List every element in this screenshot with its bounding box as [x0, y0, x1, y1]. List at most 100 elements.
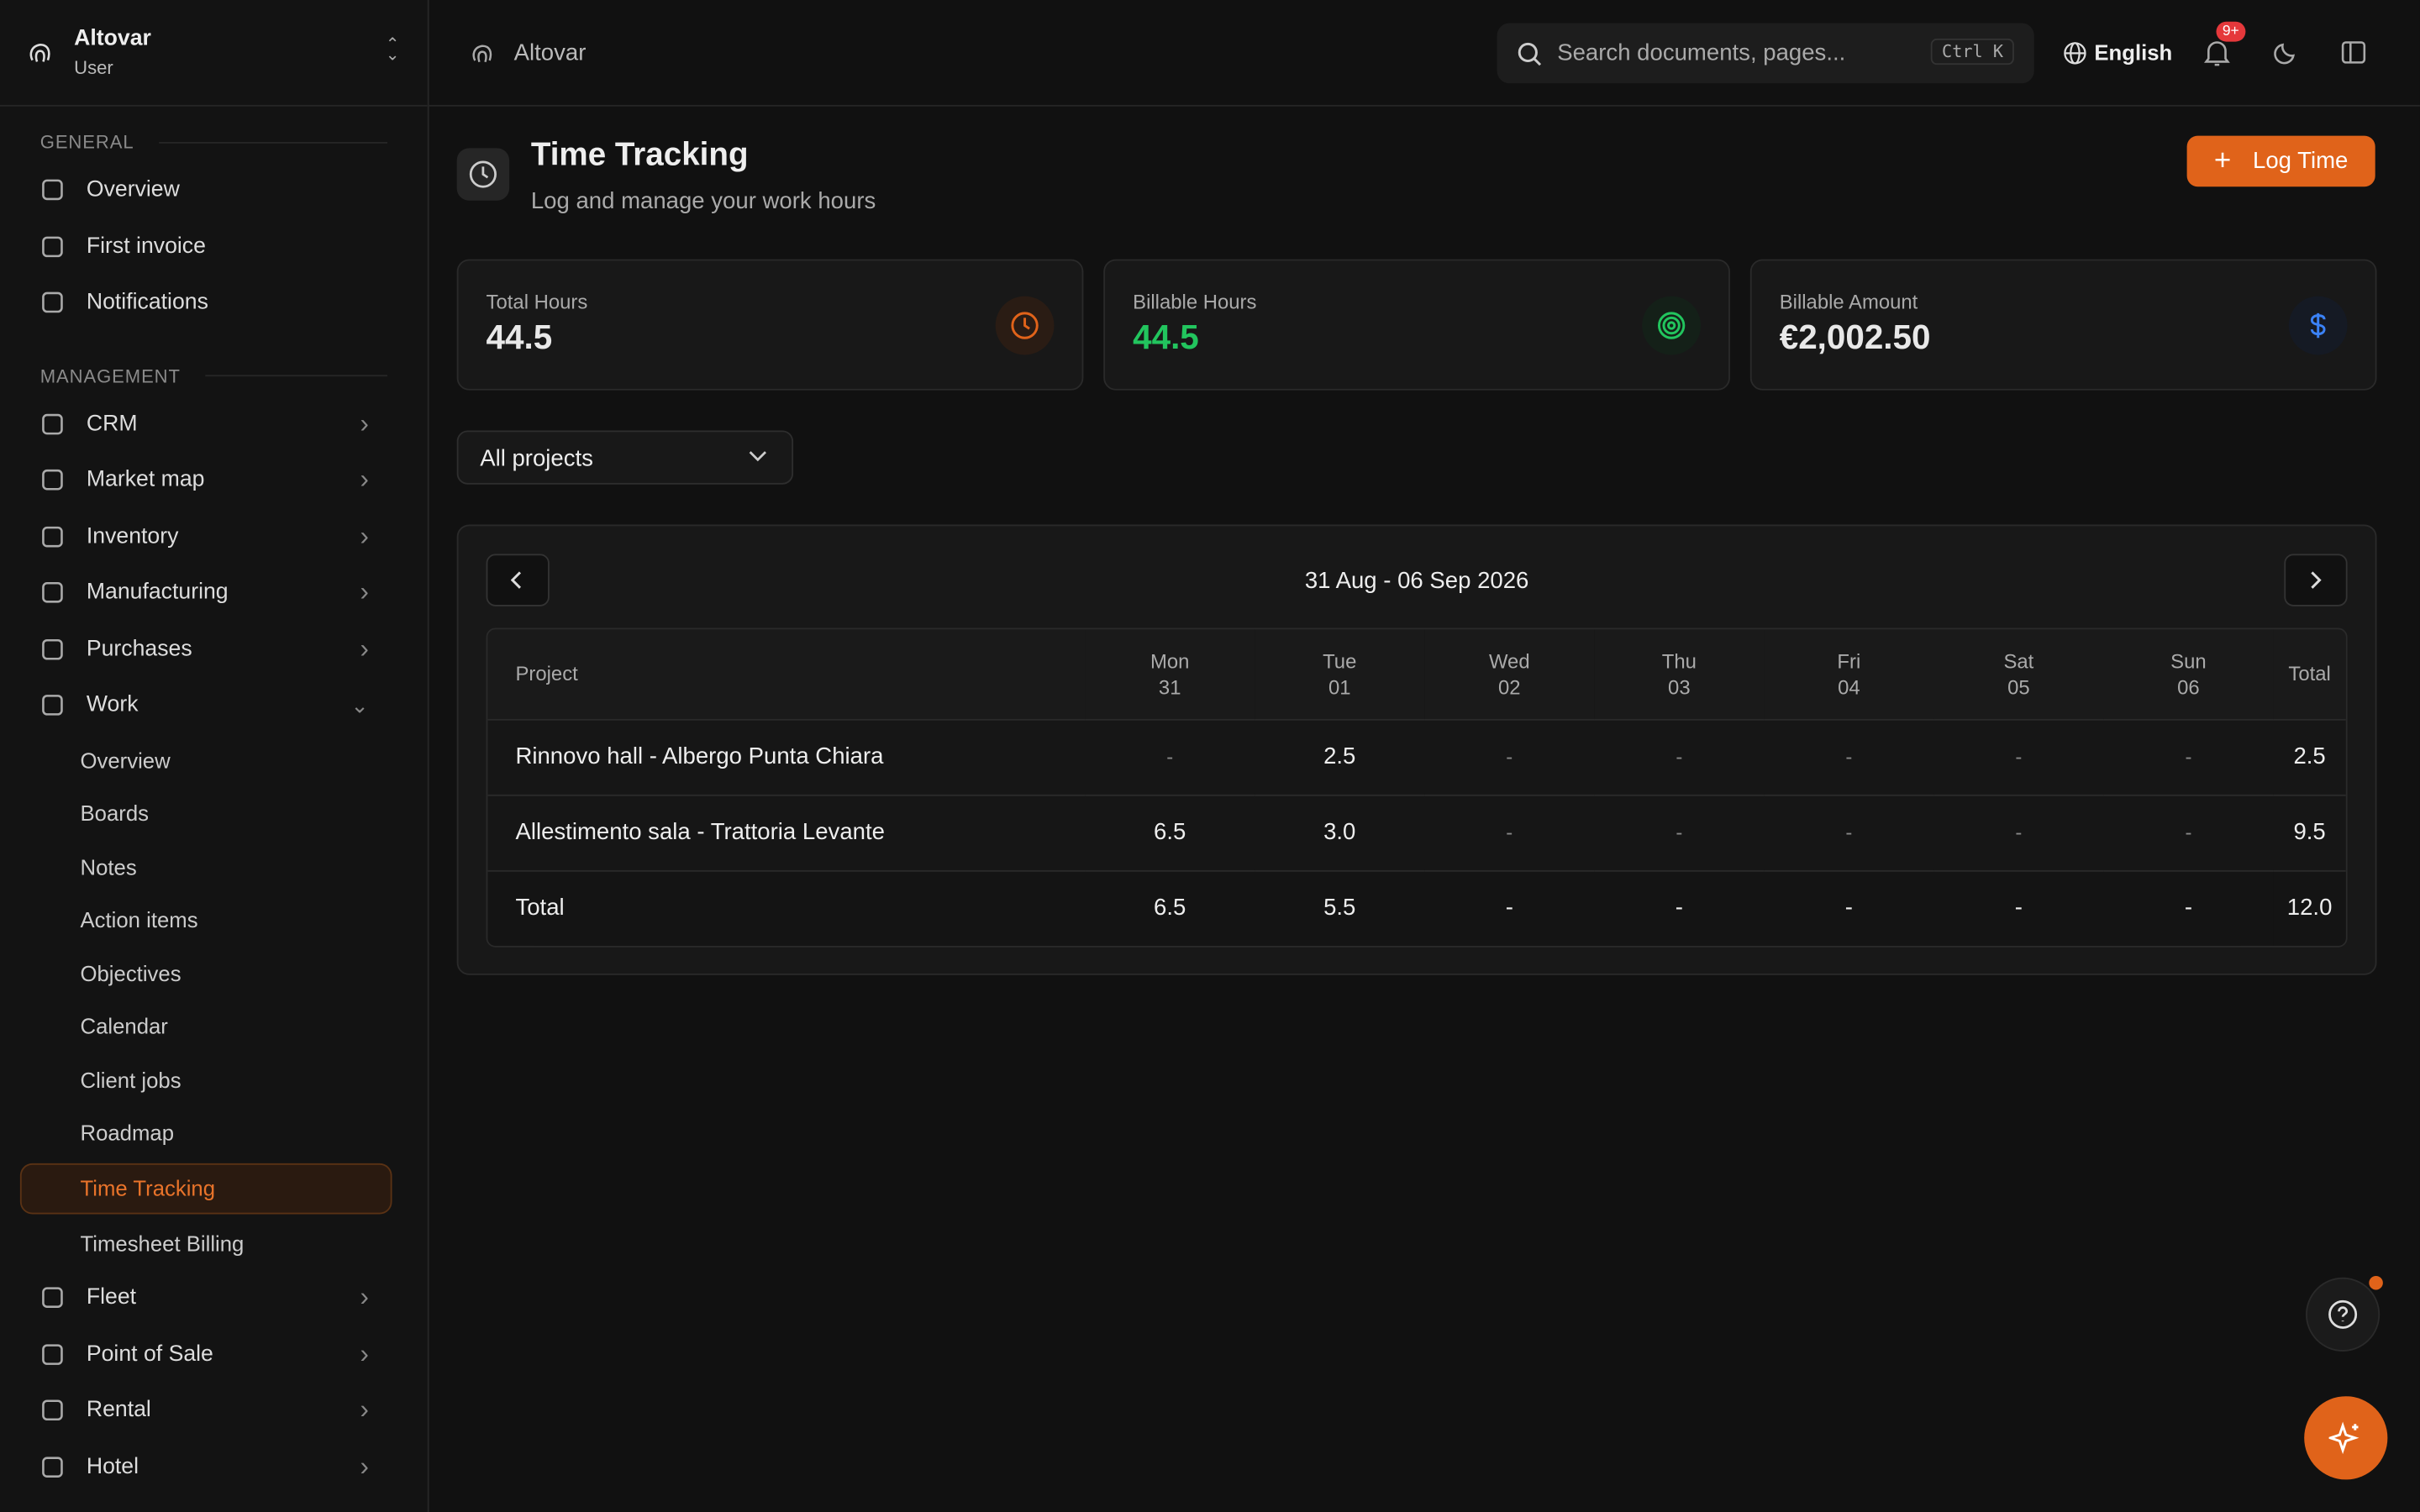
- section-title: GENERAL: [40, 131, 387, 153]
- nav-item[interactable]: First invoice: [0, 218, 428, 275]
- nav-label: CRM: [86, 411, 138, 437]
- nav-item[interactable]: Hotel ›: [0, 1439, 428, 1495]
- nav-subitem[interactable]: Overview: [80, 748, 171, 773]
- nav-item[interactable]: Notifications: [0, 275, 428, 331]
- nav-subitem[interactable]: Time Tracking: [19, 1162, 392, 1214]
- cell: -: [1676, 821, 1683, 844]
- cell: Allestimento sala - Trattoria Levante: [515, 819, 885, 846]
- nav-label: Point of Sale: [86, 1341, 213, 1367]
- cell: 3.0: [1323, 819, 1356, 846]
- nav-label: Overview: [86, 177, 180, 203]
- nav-label: Rental: [86, 1398, 151, 1423]
- column-header: Tue 01: [1255, 629, 1424, 719]
- nav-label: Work: [86, 693, 139, 718]
- timesheet-table: Project Mon 31 Tue 01 Wed 02 Thu 03 Fri 04 Sat 05 Sun…: [487, 629, 2346, 946]
- table-row: Rinnovo hall - Albergo Punta Chiara - 2.5 -…: [487, 719, 2346, 795]
- stat-value: €2,002.50: [1779, 318, 1931, 357]
- total-row: Total 6.5 5.5 - - - - - 12.0: [487, 869, 2346, 946]
- column-day: Mon: [1150, 648, 1190, 673]
- stat-value: 44.5: [486, 318, 553, 357]
- nav-subitem[interactable]: Client jobs: [80, 1067, 182, 1092]
- breadcrumb[interactable]: Altovar: [513, 39, 587, 66]
- page-icon: [456, 148, 510, 201]
- chevron: ›: [360, 633, 369, 664]
- brand[interactable]: Altovar User ⌃ ⌄: [0, 0, 428, 107]
- cell: 9.5: [2293, 819, 2326, 846]
- cell: -: [1844, 895, 1853, 921]
- nav-label: Purchases: [86, 637, 192, 662]
- timesheet-card: 31 Aug - 06 Sep 2026 Project Mon 31 Tue 01 We…: [456, 524, 2377, 975]
- sidebar: Altovar User ⌃ ⌄ GENERAL Overview First inv…: [0, 0, 429, 1512]
- column-day: Sun: [2170, 648, 2207, 673]
- help-button[interactable]: [2306, 1275, 2383, 1352]
- column-day: Fri: [1837, 648, 1861, 673]
- nav-item[interactable]: Market map ›: [0, 452, 428, 508]
- nav-subitem[interactable]: Roadmap: [80, 1120, 175, 1146]
- stat-label: Billable Hours: [1133, 290, 1257, 313]
- stat-icon: [995, 296, 1055, 355]
- nav-label: Notifications: [86, 290, 208, 316]
- cell: -: [2185, 745, 2192, 769]
- cell: -: [1675, 895, 1683, 921]
- cell: -: [1505, 895, 1513, 921]
- stat-label: Total Hours: [486, 290, 588, 313]
- nav-item[interactable]: Rental ›: [0, 1383, 428, 1439]
- cell: Rinnovo hall - Albergo Punta Chiara: [515, 743, 884, 770]
- nav-item[interactable]: CRM ›: [0, 396, 428, 452]
- chevron: ›: [360, 1394, 369, 1425]
- notification-badge: 9+: [2216, 21, 2246, 42]
- cell: -: [1845, 745, 1853, 769]
- column-date: 02: [1498, 675, 1521, 699]
- brand-role: User: [74, 56, 113, 79]
- nav-subitem[interactable]: Calendar: [80, 1014, 168, 1039]
- nav-item[interactable]: Fleet ›: [0, 1270, 428, 1326]
- column-day: Sat: [2003, 648, 2034, 673]
- nav-subitem[interactable]: Action items: [80, 907, 198, 932]
- shortcut: Ctrl K: [1931, 38, 2014, 66]
- project-filter[interactable]: All projects: [456, 430, 794, 485]
- column-date: 04: [1838, 675, 1860, 699]
- cell: -: [2015, 745, 2023, 769]
- cell: 12.0: [2286, 895, 2333, 921]
- nav-item[interactable]: Purchases ›: [0, 621, 428, 677]
- topbar: Altovar Search documents, pages... Ctrl …: [429, 0, 2420, 107]
- log-time-button[interactable]: + Log Time: [2186, 135, 2375, 187]
- stat-icon: [2288, 296, 2348, 355]
- prev-week[interactable]: [486, 554, 550, 606]
- nav-item[interactable]: Manufacturing ›: [0, 564, 428, 621]
- filter-label: All projects: [480, 445, 593, 473]
- nav-label: Fleet: [86, 1285, 137, 1310]
- nav-subitem[interactable]: Notes: [80, 854, 137, 879]
- column-header: Wed 02: [1424, 629, 1594, 719]
- section-title: MANAGEMENT: [40, 365, 387, 386]
- nav-item[interactable]: Work ⌄: [0, 677, 428, 733]
- column-header: Sun 06: [2103, 629, 2273, 719]
- nav-item[interactable]: Inventory ›: [0, 508, 428, 564]
- ai-button[interactable]: [2304, 1396, 2388, 1480]
- column-header: Mon 31: [1085, 629, 1255, 719]
- button-label: Log Time: [2253, 148, 2349, 175]
- column-date: 31: [1158, 675, 1181, 699]
- nav-label: First invoice: [86, 234, 206, 260]
- nav-subitem[interactable]: Timesheet Billing: [80, 1231, 245, 1256]
- nav-label: Hotel: [86, 1454, 139, 1479]
- week-range: 31 Aug - 06 Sep 2026: [1304, 567, 1529, 595]
- column-header: Sat 05: [1933, 629, 2103, 719]
- column-header: Project: [487, 629, 1085, 719]
- nav-item[interactable]: Overview: [0, 162, 428, 218]
- stat-card: Total Hours 44.5: [456, 259, 1084, 391]
- timesheet-table-wrap: Project Mon 31 Tue 01 Wed 02 Thu 03 Fri 04 Sat 05 Sun…: [486, 627, 2348, 948]
- nav-subitem[interactable]: Objectives: [80, 960, 182, 986]
- column-date: 01: [1328, 675, 1351, 699]
- search[interactable]: Search documents, pages... Ctrl K: [1497, 23, 2034, 84]
- chevron: ›: [360, 1282, 369, 1312]
- language[interactable]: English: [2094, 39, 2173, 66]
- stat-icon: [1642, 296, 1702, 355]
- next-week[interactable]: [2284, 554, 2348, 606]
- nav-subitem[interactable]: Boards: [80, 801, 149, 827]
- nav-item[interactable]: Point of Sale ›: [0, 1326, 428, 1383]
- cell: -: [2015, 821, 2023, 844]
- column-day: Tue: [1323, 648, 1357, 673]
- chevron: ›: [360, 577, 369, 607]
- nav-label: Market map: [86, 467, 205, 493]
